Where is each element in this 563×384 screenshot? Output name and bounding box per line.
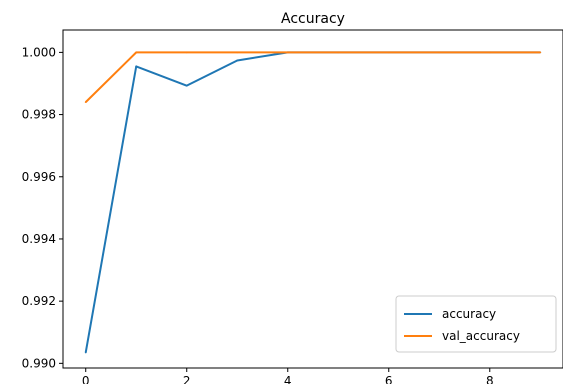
series-line-val_accuracy [85, 51, 541, 103]
data-point-val_accuracy [185, 51, 188, 54]
chart-title: Accuracy [281, 11, 345, 27]
series-layer [84, 51, 542, 354]
data-point-accuracy [84, 351, 87, 354]
y-tick-label: 0.990 [22, 356, 56, 370]
legend-label-val_accuracy: val_accuracy [442, 329, 520, 343]
data-point-accuracy [185, 84, 188, 87]
data-point-val_accuracy [84, 101, 87, 104]
x-tick-label: 8 [486, 374, 494, 384]
legend-box [395, 295, 557, 353]
x-tick-label: 0 [82, 374, 90, 384]
data-point-val_accuracy [438, 51, 441, 54]
plot-frame [62, 29, 563, 369]
x-axis: 0 2 4 6 8 [82, 368, 494, 384]
legend: accuracy val_accuracy [395, 295, 557, 353]
data-point-val_accuracy [236, 51, 239, 54]
x-tick-label: 6 [385, 374, 393, 384]
y-tick-label: 0.998 [22, 108, 56, 122]
data-point-accuracy [236, 59, 239, 62]
data-point-val_accuracy [488, 51, 491, 54]
data-point-val_accuracy [387, 51, 390, 54]
data-point-val_accuracy [135, 51, 138, 54]
data-point-val_accuracy [539, 51, 542, 54]
y-tick-label: 0.996 [22, 170, 56, 184]
y-axis: 0.990 0.992 0.994 0.996 0.998 1.000 [22, 45, 63, 370]
data-point-accuracy [135, 65, 138, 68]
x-tick-label: 4 [284, 374, 292, 384]
y-tick-label: 1.000 [22, 45, 56, 59]
y-tick-label: 0.992 [22, 294, 56, 308]
y-tick-label: 0.994 [22, 232, 56, 246]
data-point-val_accuracy [286, 51, 289, 54]
data-point-val_accuracy [337, 51, 340, 54]
x-tick-label: 2 [183, 374, 191, 384]
legend-label-accuracy: accuracy [442, 307, 496, 321]
